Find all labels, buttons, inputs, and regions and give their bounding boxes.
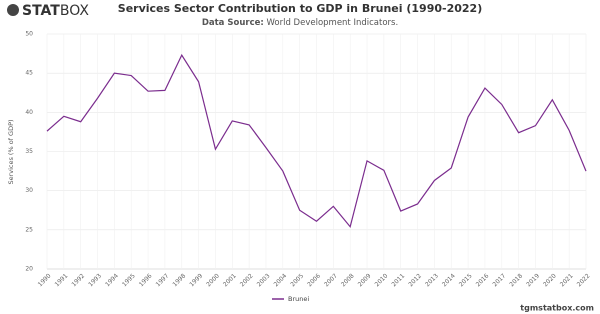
y-tick-label: 40 xyxy=(25,109,33,116)
x-tick-label: 2003 xyxy=(256,272,272,288)
x-tick-label: 2017 xyxy=(492,272,508,288)
x-tick-label: 2010 xyxy=(374,272,390,288)
y-tick-label: 50 xyxy=(25,31,33,38)
logo-light: BOX xyxy=(60,3,89,19)
y-tick-label: 20 xyxy=(25,266,33,273)
x-tick-label: 2004 xyxy=(273,272,289,288)
subtitle: Data Source: World Development Indicator… xyxy=(202,18,398,28)
x-tick-label: 1998 xyxy=(171,272,187,288)
y-tick-label: 35 xyxy=(25,148,33,155)
logo-bold: STAT xyxy=(22,3,60,19)
x-tick-label: 2012 xyxy=(407,272,423,288)
x-tick-label: 2018 xyxy=(508,272,524,288)
x-tick-label: 1997 xyxy=(155,272,171,288)
source: World Development Indicators. xyxy=(266,18,398,28)
x-tick-label: 1994 xyxy=(104,272,120,288)
x-tick-label: 2020 xyxy=(542,272,558,288)
chart-title: Services Sector Contribution to GDP in B… xyxy=(118,2,482,15)
y-axis-label: Services (% of GDP) xyxy=(7,119,15,184)
x-tick-label: 2009 xyxy=(357,272,373,288)
x-tick-label: 2008 xyxy=(340,272,356,288)
x-tick-label: 1996 xyxy=(138,272,154,288)
x-tick-label: 2016 xyxy=(475,272,491,288)
y-tick-label: 45 xyxy=(25,70,33,77)
footer: tgmstatbox.com xyxy=(520,304,594,313)
x-tick-label: 2007 xyxy=(323,272,339,288)
x-tick-label: 1991 xyxy=(54,272,70,288)
x-tick-label: 2006 xyxy=(306,272,322,288)
x-tick-label: 2013 xyxy=(424,272,440,288)
x-tick-label: 2015 xyxy=(458,272,474,288)
x-tick-label: 2005 xyxy=(289,272,305,288)
logo-text: STATBOX xyxy=(22,3,89,19)
x-tick-label: 2011 xyxy=(390,272,406,288)
x-tick-label: 2022 xyxy=(576,272,592,288)
x-tick-label: 2021 xyxy=(559,272,575,288)
x-tick-label: 2014 xyxy=(441,272,457,288)
logo: STATBOX xyxy=(7,3,89,19)
x-tick-label: 1993 xyxy=(87,272,103,288)
y-tick-label: 25 xyxy=(25,226,33,233)
x-tick-label: 1995 xyxy=(121,272,137,288)
x-tick-label: 2001 xyxy=(222,272,238,288)
legend-label: Brunei xyxy=(288,295,309,303)
series-line xyxy=(46,53,587,228)
logo-icon xyxy=(7,4,19,16)
x-tick-label: 2002 xyxy=(239,272,255,288)
x-tick-label: 1992 xyxy=(70,272,86,288)
x-tick-label: 2019 xyxy=(525,272,541,288)
y-tick-label: 30 xyxy=(25,187,33,194)
x-tick-label: 2000 xyxy=(205,272,221,288)
source-label: Data Source: xyxy=(202,18,264,28)
x-tick-label: 1990 xyxy=(37,272,53,288)
x-tick-label: 1999 xyxy=(188,272,204,288)
